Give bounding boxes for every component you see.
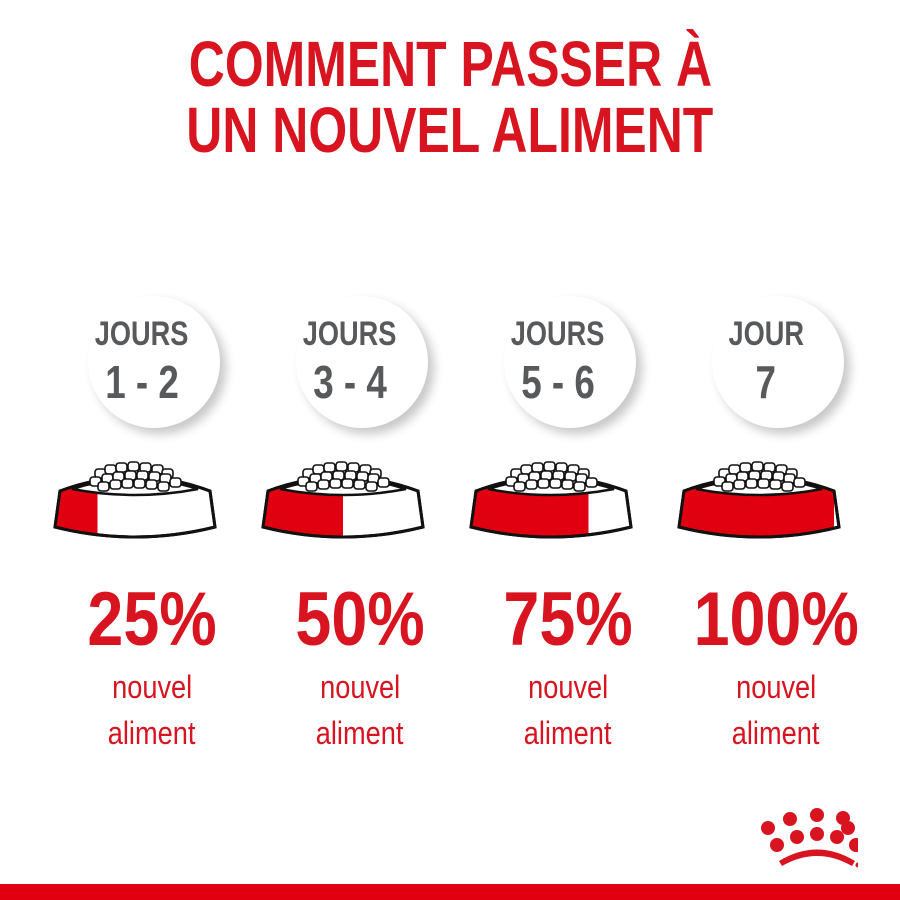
day-label: JOUR — [728, 315, 804, 353]
day-label: JOURS — [303, 315, 397, 353]
caption-line-2: aliment — [524, 715, 612, 751]
day-range: 1 - 2 — [105, 356, 179, 408]
percent-label: 75% — [503, 577, 633, 662]
percent-label: 50% — [295, 577, 425, 662]
food-bowl-icon — [677, 461, 841, 539]
title-line-2: UN NOUVEL ALIMENT — [186, 94, 714, 166]
percent-label: 25% — [87, 577, 217, 662]
step-3: JOURS 5 - 6 75% nouvel aliment — [468, 0, 668, 900]
crown-logo-icon — [761, 808, 858, 868]
percent-label: 100% — [693, 577, 859, 662]
food-bowl-icon — [261, 461, 425, 539]
day-badge — [712, 296, 844, 428]
caption-line-1: nouvel — [735, 669, 817, 705]
caption-line-1: nouvel — [527, 669, 609, 705]
day-badge — [88, 296, 220, 428]
step-1: JOURS 1 - 2 25% nouvel aliment — [52, 0, 252, 900]
food-bowl-icon — [469, 461, 633, 539]
caption-line-2: aliment — [108, 715, 196, 751]
day-badge — [504, 296, 636, 428]
step-2: JOURS 3 - 4 50% nouvel aliment — [260, 0, 460, 900]
day-badge — [296, 296, 428, 428]
title-line-1: COMMENT PASSER À — [188, 28, 712, 100]
day-label: JOURS — [511, 315, 605, 353]
caption-line-2: aliment — [732, 715, 820, 751]
step-4: JOUR 7 100% nouvel aliment — [676, 0, 876, 900]
day-range: 3 - 4 — [313, 356, 387, 408]
bottom-bar — [0, 884, 900, 900]
day-range: 7 — [755, 356, 777, 408]
caption-line-1: nouvel — [111, 669, 193, 705]
food-bowl-icon — [53, 461, 217, 539]
day-label: JOURS — [95, 315, 189, 353]
caption-line-1: nouvel — [319, 669, 401, 705]
day-range: 5 - 6 — [521, 356, 595, 408]
caption-line-2: aliment — [316, 715, 404, 751]
